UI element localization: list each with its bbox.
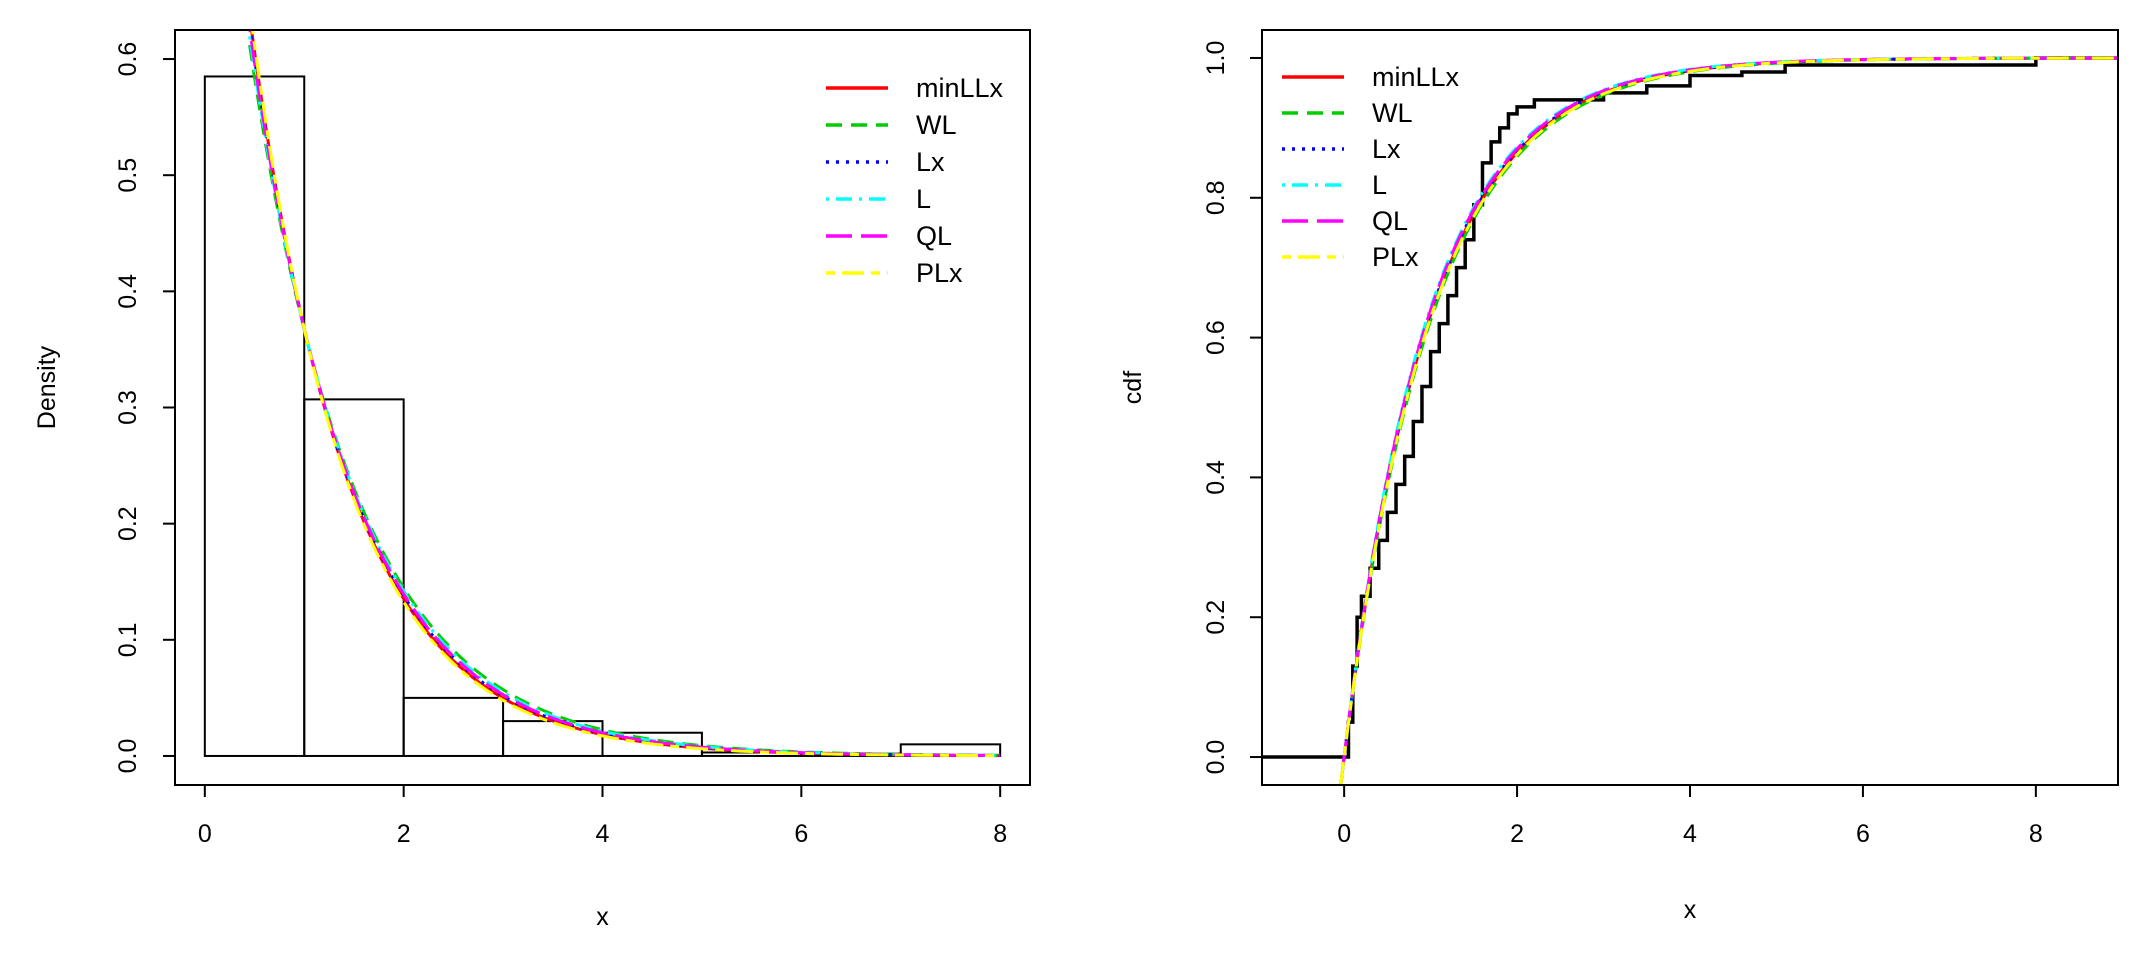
curve-lx xyxy=(1339,56,2118,785)
curve-l xyxy=(1339,56,2118,785)
legend-label: L xyxy=(1372,170,1387,200)
histogram-bar xyxy=(203,75,306,757)
legend-label: PLx xyxy=(1372,242,1419,272)
curve-ql xyxy=(248,30,1001,757)
x-tick-label: 4 xyxy=(596,820,610,848)
y-axis-title: cdf xyxy=(1119,371,1147,404)
curve-wl xyxy=(1339,56,2118,785)
x-tick-label: 2 xyxy=(1510,820,1524,848)
curve-plx xyxy=(251,30,1001,758)
x-tick-label: 8 xyxy=(993,820,1007,848)
y-tick-label: 0.6 xyxy=(114,42,142,77)
histogram-bar xyxy=(303,398,405,757)
curve-minllx xyxy=(250,30,1000,758)
x-axis-title: x xyxy=(596,903,609,931)
y-tick-label: 0.4 xyxy=(1202,460,1230,495)
y-tick-label: 0.3 xyxy=(114,390,142,425)
y-tick-label: 0.2 xyxy=(1202,600,1230,635)
legend-label: QL xyxy=(1372,206,1408,236)
x-tick-label: 2 xyxy=(397,820,411,848)
y-tick-label: 0.4 xyxy=(114,274,142,309)
y-tick-label: 0.1 xyxy=(114,622,142,657)
y-tick-label: 0.0 xyxy=(114,739,142,774)
legend-label: minLLx xyxy=(1372,62,1460,92)
chart-2: 0 2 4 6 8 0.0 0.2 0.4 0.6 0.8 1.0 x cdf minLLx WL Lx L QL… xyxy=(1119,29,2119,924)
plot-area xyxy=(203,30,1002,758)
chart-1: 0 2 4 6 8 0.0 0.1 0.2 0.3 0.4 0.5 0.6 x Density minLLx… xyxy=(33,29,1031,931)
legend-label: WL xyxy=(1372,98,1413,128)
y-tick-label: 0.2 xyxy=(114,506,142,541)
legend-label: Lx xyxy=(1372,134,1401,164)
x-tick-label: 6 xyxy=(794,820,808,848)
y-tick-label: 1.0 xyxy=(1202,41,1230,76)
y-axis-title: Density xyxy=(33,345,61,429)
x-tick-label: 0 xyxy=(198,820,212,848)
curve-minllx xyxy=(1339,56,2118,785)
y-tick-label: 0.8 xyxy=(1202,180,1230,215)
legend: minLLx WL Lx L QL PLx xyxy=(1282,62,1460,272)
legend-label: minLLx xyxy=(916,73,1004,103)
legend-label: QL xyxy=(916,221,952,251)
legend-label: L xyxy=(916,184,931,214)
curve-lx xyxy=(248,30,1001,757)
legend-label: WL xyxy=(916,110,957,140)
histogram-bar xyxy=(601,731,703,757)
x-tick-label: 0 xyxy=(1337,820,1351,848)
legend-label: Lx xyxy=(916,147,945,177)
histogram-bar xyxy=(402,696,505,757)
y-tick-label: 0.0 xyxy=(1202,740,1230,775)
y-tick-label: 0.6 xyxy=(1202,320,1230,355)
curve-plx xyxy=(1339,56,2118,785)
x-tick-label: 8 xyxy=(2029,820,2043,848)
curve-l xyxy=(248,36,1000,757)
x-tick-label: 4 xyxy=(1683,820,1697,848)
curve-ql xyxy=(1339,56,2118,785)
x-axis-title: x xyxy=(1684,896,1697,924)
x-tick-label: 6 xyxy=(1856,820,1870,848)
y-tick-label: 0.5 xyxy=(114,158,142,193)
legend-label: PLx xyxy=(916,258,963,288)
plot-area xyxy=(1262,56,2118,785)
legend: minLLx WL Lx L QL PLx xyxy=(826,73,1004,288)
